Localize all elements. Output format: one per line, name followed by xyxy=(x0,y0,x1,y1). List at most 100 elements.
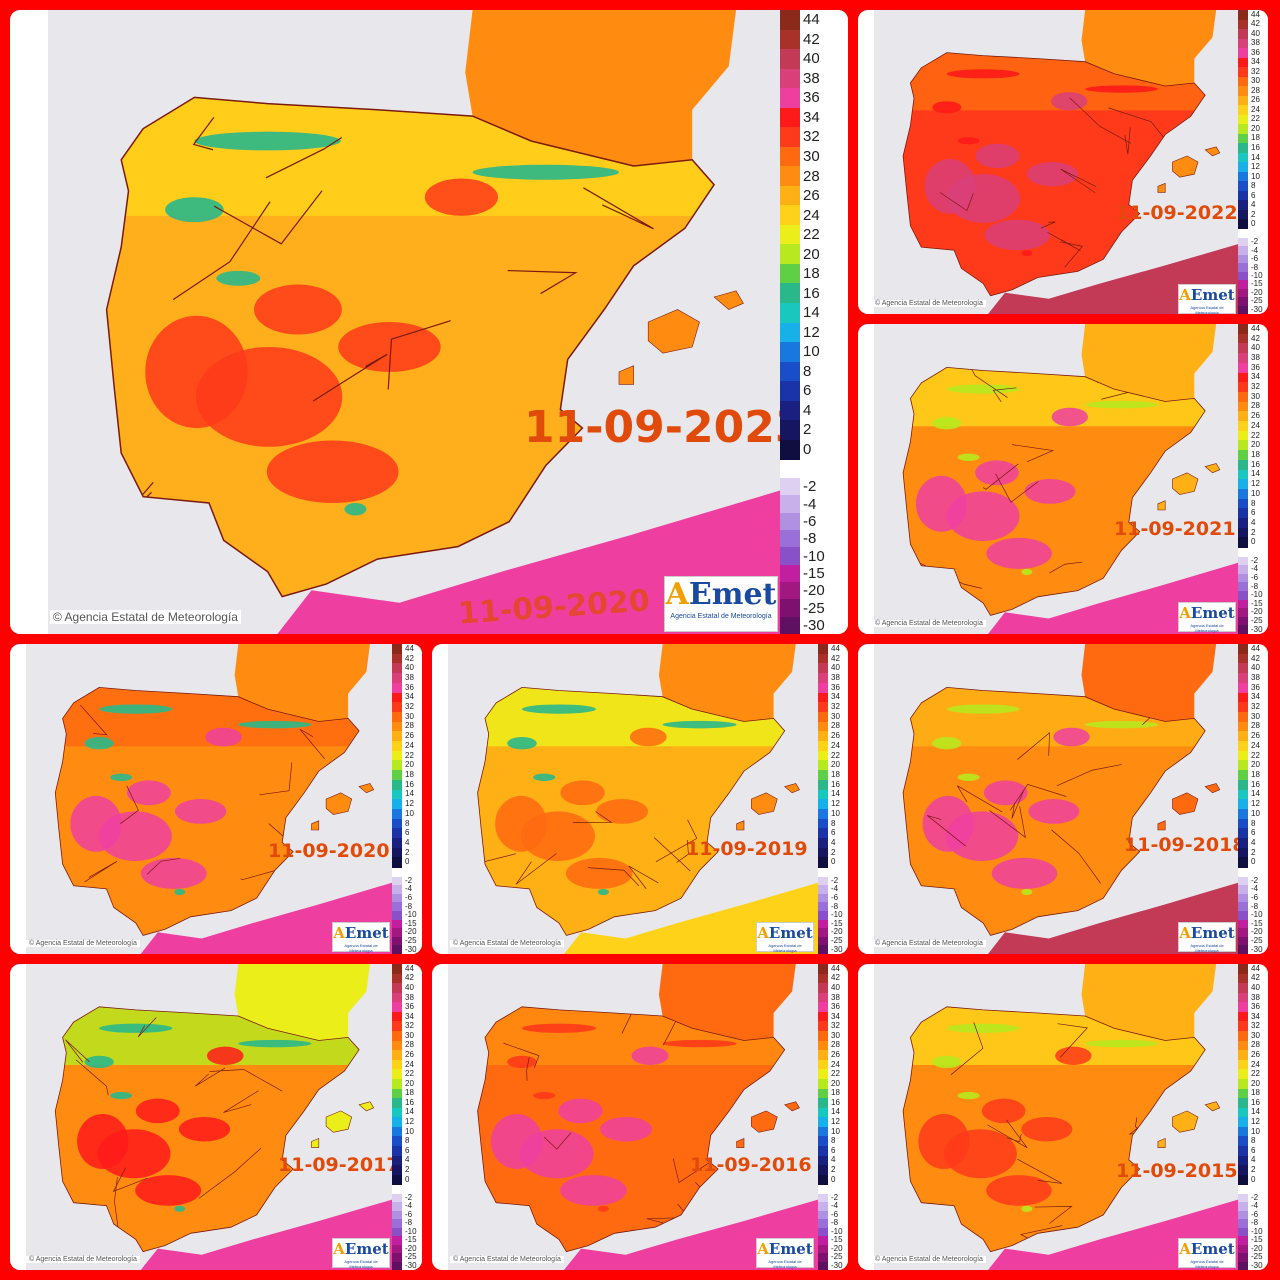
cool-zone xyxy=(1085,85,1158,93)
temperature-map-2017 xyxy=(26,964,392,1270)
legend-swatch xyxy=(1238,799,1248,810)
province-border xyxy=(112,1167,148,1192)
legend-label: 44 xyxy=(1251,644,1260,653)
province-border xyxy=(172,201,271,301)
legend-swatch xyxy=(818,1202,828,1211)
credit-text: © Agencia Estatal de Meteorología xyxy=(872,940,986,947)
legend-label: -20 xyxy=(1251,287,1263,297)
france-region xyxy=(1081,964,1217,1041)
north-africa-region xyxy=(563,882,818,954)
legend-swatch xyxy=(780,166,800,187)
legend-swatch xyxy=(392,682,402,694)
legend-swatch xyxy=(1238,459,1248,471)
province-border xyxy=(223,1090,259,1113)
legend-label: 44 xyxy=(831,644,840,653)
legend-label: 34 xyxy=(1251,1011,1260,1021)
coastline xyxy=(105,96,716,598)
legend-label: 22 xyxy=(1251,114,1260,124)
legend-label: 4 xyxy=(405,1155,410,1165)
coastline xyxy=(54,1006,360,1253)
cool-zone xyxy=(1021,250,1033,257)
legend-label: 16 xyxy=(1251,142,1260,152)
legend-label: -4 xyxy=(1251,884,1259,894)
hot-zone xyxy=(560,1175,627,1206)
cool-zone xyxy=(1021,888,1033,896)
legend-label: 6 xyxy=(405,1145,410,1155)
legend-swatch xyxy=(818,1002,828,1013)
legend-label: 26 xyxy=(1251,1050,1260,1059)
france-region xyxy=(1081,324,1217,402)
legend-swatch xyxy=(818,711,828,723)
legend-label: 16 xyxy=(1251,1097,1260,1107)
legend-swatch xyxy=(818,1011,828,1022)
legend-swatch xyxy=(392,750,402,761)
legend-swatch xyxy=(818,692,828,703)
balearic-island xyxy=(325,1110,353,1133)
legend-swatch xyxy=(1238,964,1248,975)
legend-label: 6 xyxy=(831,828,836,838)
balearic-island xyxy=(1157,820,1166,831)
legend-label: -2 xyxy=(1251,237,1259,247)
cool-zone xyxy=(932,417,962,430)
legend-label: 22 xyxy=(1251,750,1260,760)
legend-label: 6 xyxy=(1251,1145,1256,1155)
legend-swatch xyxy=(392,760,402,771)
legend-swatch xyxy=(1238,616,1248,626)
legend-label: 36 xyxy=(405,1002,414,1012)
legend-swatch xyxy=(780,244,800,265)
legend-label: 8 xyxy=(1251,818,1256,828)
legend-label: 36 xyxy=(1251,1002,1260,1012)
legend-swatch xyxy=(780,303,800,324)
cool-zone xyxy=(1085,720,1158,729)
legend-swatch xyxy=(818,1088,828,1099)
legend-swatch xyxy=(392,945,402,954)
legend-label: 40 xyxy=(1251,343,1260,353)
temperature-legend: 44 42 40 38 36 34 32 30 28 26 24 22 20 18 16 14 12 10 8 6 4 2… xyxy=(1238,324,1268,634)
legend-label: 30 xyxy=(1251,711,1260,721)
legend-label: 42 xyxy=(405,973,414,983)
legend-label: 12 xyxy=(405,1117,414,1127)
hot-zone xyxy=(254,284,342,335)
province-border xyxy=(950,1022,984,1075)
hot-zone xyxy=(922,795,974,852)
legend-swatch xyxy=(818,928,828,938)
legend-label: 22 xyxy=(405,1069,414,1079)
legend-label: 14 xyxy=(803,304,820,322)
legend-label: -25 xyxy=(803,599,825,617)
hot-zone xyxy=(975,460,1019,486)
legend-label: 44 xyxy=(803,11,820,29)
legend-label: 32 xyxy=(405,702,414,712)
legend-label: 26 xyxy=(1251,731,1260,741)
legend-swatch xyxy=(818,1261,828,1270)
legend-label: 44 xyxy=(831,964,840,973)
legend-label: 26 xyxy=(1251,411,1260,421)
hot-zone xyxy=(924,158,976,214)
province-border xyxy=(526,1057,530,1081)
legend-label: -4 xyxy=(405,884,413,894)
france-region xyxy=(1081,10,1217,86)
legend-swatch xyxy=(818,770,828,781)
legend-swatch xyxy=(818,1126,828,1137)
france-region xyxy=(234,964,370,1041)
legend-swatch xyxy=(818,1219,828,1228)
province-border xyxy=(939,192,974,212)
province-border xyxy=(1009,784,1067,811)
legend-label: 6 xyxy=(831,1145,836,1155)
legend-label: -25 xyxy=(1251,1252,1263,1262)
credit-text: © Agencia Estatal de Meteorología xyxy=(450,940,564,947)
legend-swatch xyxy=(818,779,828,791)
cool-zone xyxy=(174,888,186,896)
legend-label: 32 xyxy=(1251,382,1260,392)
legend-label: 22 xyxy=(405,750,414,760)
province-border xyxy=(957,785,1003,813)
legend-label: 30 xyxy=(803,148,820,165)
balearic-island xyxy=(1204,463,1221,474)
balearic-island xyxy=(311,1137,320,1148)
cool-zone xyxy=(1085,1039,1158,1048)
legend-label: 0 xyxy=(831,857,836,867)
legend-swatch xyxy=(392,1126,402,1137)
cool-zone xyxy=(662,1039,737,1048)
hot-zone xyxy=(1053,727,1090,747)
legend-label: -6 xyxy=(1251,573,1259,583)
legend-swatch xyxy=(1238,1261,1248,1270)
